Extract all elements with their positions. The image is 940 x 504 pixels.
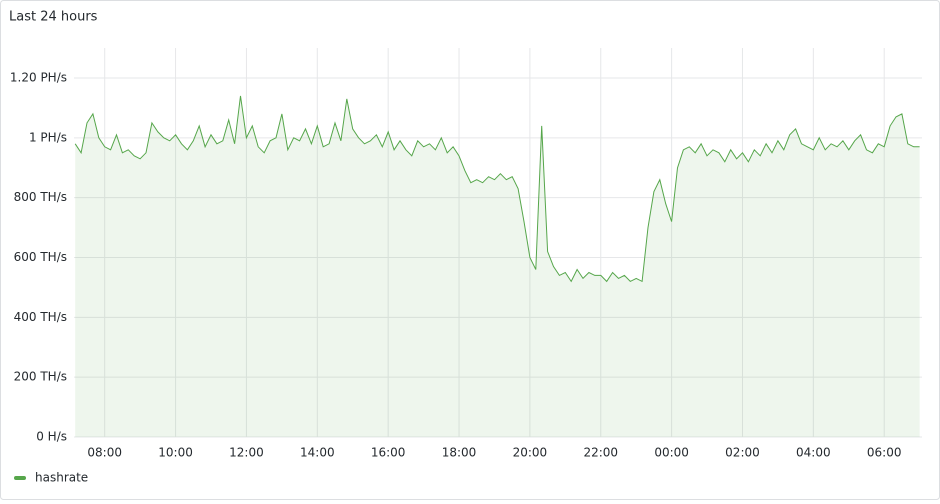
x-tick-label: 12:00 xyxy=(229,446,264,460)
x-tick-label: 22:00 xyxy=(583,446,618,460)
area xyxy=(75,95,920,438)
x-tick-label: 02:00 xyxy=(725,446,760,460)
y-tick-label: 800 TH/s xyxy=(14,190,67,204)
y-tick-label: 1.20 PH/s xyxy=(10,71,67,85)
x-tick-label: 20:00 xyxy=(513,446,548,460)
x-tick-label: 00:00 xyxy=(654,446,689,460)
panel-title: Last 24 hours xyxy=(9,10,98,25)
x-tick-label: 14:00 xyxy=(300,446,335,460)
x-tick-label: 06:00 xyxy=(867,446,902,460)
y-tick-label: 200 TH/s xyxy=(14,370,67,384)
y-tick-label: 1 PH/s xyxy=(29,130,67,144)
legend-swatch xyxy=(14,476,26,480)
legend-label: hashrate xyxy=(35,471,88,485)
x-tick-label: 10:00 xyxy=(158,446,193,460)
line xyxy=(74,95,920,283)
y-tick-label: 600 TH/s xyxy=(14,250,67,264)
x-tick-label: 08:00 xyxy=(87,446,122,460)
x-tick-label: 04:00 xyxy=(796,446,831,460)
y-tick-label: 400 TH/s xyxy=(14,310,67,324)
x-tick-label: 16:00 xyxy=(371,446,406,460)
x-tick-label: 18:00 xyxy=(442,446,477,460)
y-tick-label: 0 H/s xyxy=(36,430,67,444)
